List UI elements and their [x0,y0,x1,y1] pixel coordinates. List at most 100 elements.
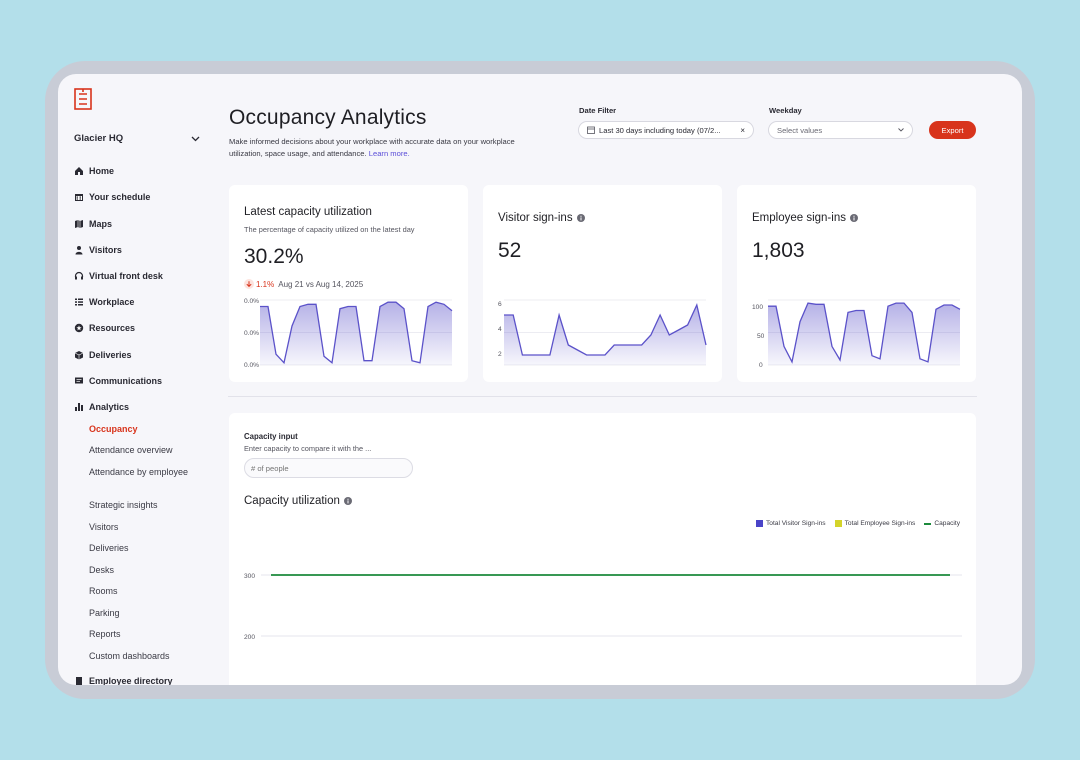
sidebar-item-maps[interactable]: Maps [74,219,112,229]
legend-swatch [924,522,932,525]
capacity-chart-title: Capacity utilization [244,495,352,507]
org-switcher[interactable]: Glacier HQ [74,133,200,144]
sidebar-item-employee-directory[interactable]: Employee directory [74,676,173,685]
headset-icon [74,271,84,280]
sidebar-item-workplace[interactable]: Workplace [74,297,134,307]
trend-comparison: Aug 21 vs Aug 14, 2025 [278,279,364,289]
y-tick-label: 100 [752,304,763,311]
subtitle-text: Make informed decisions about your workp… [229,137,515,158]
page-subtitle: Make informed decisions about your workp… [229,136,519,160]
legend-label: Total Visitor Sign-ins [765,520,826,527]
y-tick-label: 0.0% [244,330,259,337]
capacity-sparkline: 0.0% 0.0% 0.0% [244,298,453,369]
y-tick-label: 6 [498,301,502,308]
sidebar-subitem-parking[interactable]: Parking [89,608,120,618]
employee-signins-card: Employee sign-ins 1,803 100 50 0 [737,185,976,382]
message-icon [75,377,83,384]
info-icon[interactable] [343,497,352,505]
legend-swatch [834,520,842,527]
home-icon [75,167,83,175]
sidebar-subitem-visitors[interactable]: Visitors [89,522,119,532]
person-icon [75,246,83,255]
sidebar-subitem-desks[interactable]: Desks [89,565,115,575]
sidebar-item-resources[interactable]: Resources [74,323,135,333]
sidebar-item-visitors[interactable]: Visitors [74,245,122,255]
sidebar-subitem-attendance-by-employee[interactable]: Attendance by employee [89,467,189,477]
main-content: Occupancy Analytics Make informed decisi… [208,74,1022,685]
sparkline-area [504,305,706,365]
weekday-placeholder: Select values [777,125,823,135]
capacity-value: 30.2% [244,245,304,268]
chevron-down-icon [898,128,904,132]
sidebar-item-home[interactable]: Home [74,166,114,176]
app-window: Glacier HQ Home Your schedule Maps Visit… [58,74,1022,685]
sidebar-subitem-attendance-overview[interactable]: Attendance overview [89,445,173,455]
legend-label: Total Employee Sign-ins [844,520,916,527]
legend-item-capacity[interactable]: Capacity [924,520,960,527]
sidebar-item-label: Home [89,166,115,176]
card-description: The percentage of capacity utilized on t… [244,225,415,234]
y-tick-label: 200 [244,634,255,641]
calendar-icon [587,126,595,134]
export-button[interactable]: Export [929,121,976,139]
sidebar-item-label: Communications [89,376,163,386]
sidebar: Glacier HQ Home Your schedule Maps Visit… [58,74,208,685]
employee-signins-value: 1,803 [752,239,805,262]
y-tick-label: 50 [757,333,765,340]
date-filter-value: Last 30 days including today (07/2... [599,125,721,135]
learn-more-link[interactable]: Learn more. [368,149,410,158]
sidebar-subitem-rooms[interactable]: Rooms [89,586,118,596]
list-icon [75,298,83,306]
sidebar-item-label: Employee directory [89,676,173,685]
legend-item-visitor[interactable]: Total Visitor Sign-ins [755,520,826,527]
legend-item-employee[interactable]: Total Employee Sign-ins [834,520,916,527]
card-title: Employee sign-ins [752,212,858,224]
sidebar-subitem-reports[interactable]: Reports [89,629,121,639]
y-tick-label: 0 [759,362,763,369]
sidebar-item-deliveries[interactable]: Deliveries [74,350,132,360]
arrow-down-icon [244,279,254,289]
card-title: Latest capacity utilization [244,206,372,218]
sidebar-item-label: Analytics [89,402,130,412]
envoy-logo-icon[interactable] [74,88,92,110]
sparkline-area [260,302,452,365]
book-icon [76,677,82,685]
sidebar-item-label: Deliveries [89,350,132,360]
legend-swatch [755,520,763,527]
sidebar-item-virtual-front-desk[interactable]: Virtual front desk [74,271,163,281]
sidebar-subitem-strategic-insights[interactable]: Strategic insights [89,500,158,510]
chevron-down-icon [191,136,200,141]
info-icon[interactable] [849,214,858,222]
capacity-utilization-card: Latest capacity utilization The percenta… [229,185,468,382]
trend-change: 1.1% [256,279,275,289]
sidebar-item-label: Virtual front desk [89,271,163,281]
date-filter-select[interactable]: Last 30 days including today (07/2... × [578,121,754,139]
sidebar-item-communications[interactable]: Communications [74,376,162,386]
sidebar-subitem-custom-dashboards[interactable]: Custom dashboards [89,651,170,661]
card-title-text: Employee sign-ins [752,212,846,224]
y-tick-label: 2 [498,351,502,358]
sidebar-item-your-schedule[interactable]: Your schedule [74,192,150,202]
trend-down: 1.1% [244,279,274,289]
card-title-text: Visitor sign-ins [498,212,573,224]
calendar-icon [75,194,83,201]
info-icon[interactable] [576,214,585,222]
org-name: Glacier HQ [74,133,124,144]
sidebar-subitem-deliveries[interactable]: Deliveries [89,543,129,553]
capacity-input-help: Enter capacity to compare it with the ..… [244,444,372,453]
sidebar-item-analytics[interactable]: Analytics [74,402,129,412]
visitor-signins-card: Visitor sign-ins 52 6 4 2 [483,185,722,382]
capacity-input-label: Capacity input [244,432,298,441]
capacity-input[interactable] [244,458,413,478]
visitor-sparkline: 6 4 2 [498,299,707,366]
sidebar-subitem-occupancy[interactable]: Occupancy [89,424,138,434]
weekday-select[interactable]: Select values [768,121,913,139]
date-filter-label: Date Filter [579,106,617,115]
sidebar-item-label: Visitors [89,245,122,255]
sidebar-item-label: Workplace [89,297,135,307]
visitor-signins-value: 52 [498,239,522,262]
box-icon [74,351,84,360]
y-tick-label: 4 [498,326,502,333]
clear-icon[interactable]: × [740,125,745,135]
bar-chart-icon [75,403,83,411]
